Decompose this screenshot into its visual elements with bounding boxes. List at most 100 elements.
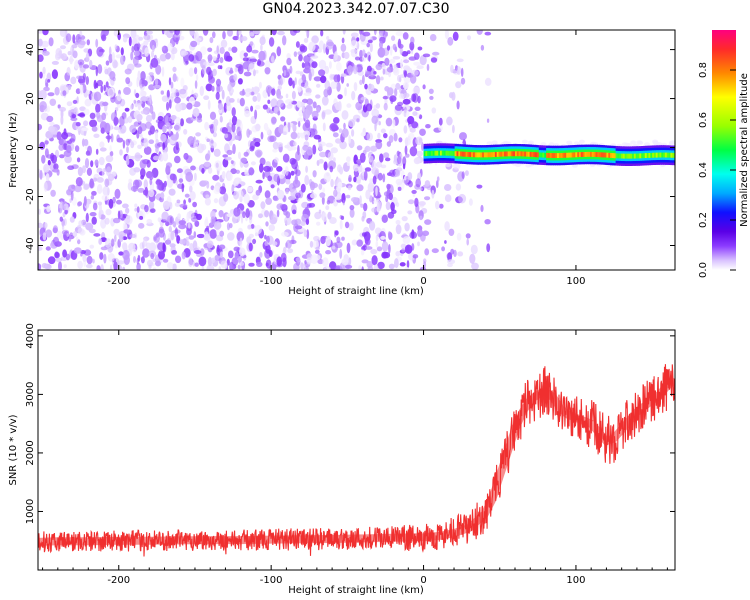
heatmap-noise-cell: [78, 220, 84, 227]
heatmap-noise-cell: [136, 257, 140, 265]
heatmap-noise-cell: [466, 238, 470, 246]
heatmap-noise-cell: [154, 78, 159, 86]
heatmap-noise-cell: [140, 168, 146, 178]
heatmap-noise-cell: [83, 108, 90, 116]
heatmap-signal-cell: [590, 151, 593, 157]
heatmap-noise-cell: [321, 196, 325, 205]
heatmap-signal-cell: [617, 153, 620, 159]
heatmap-noise-cell: [175, 92, 180, 97]
heatmap-signal-cell: [564, 152, 567, 158]
heatmap-noise-cell: [155, 179, 163, 186]
heatmap-noise-cell: [150, 208, 156, 214]
heatmap-noise-cell: [375, 140, 383, 150]
heatmap-noise-cell: [189, 30, 195, 37]
heatmap-noise-cell: [155, 139, 159, 144]
heatmap-noise-cell: [166, 177, 174, 188]
heatmap-noise-cell: [107, 173, 115, 182]
heatmap-noise-cell: [361, 259, 369, 264]
heatmap-noise-cell: [122, 203, 129, 209]
heatmap-noise-cell: [333, 117, 340, 124]
heatmap-noise-cell: [259, 36, 266, 46]
heatmap-noise-cell: [413, 157, 421, 165]
heatmap-noise-cell: [303, 130, 311, 138]
heatmap-noise-cell: [187, 136, 195, 146]
heatmap-noise-cell: [411, 229, 415, 239]
heatmap-noise-cell: [319, 192, 326, 198]
heatmap-noise-cell: [160, 191, 165, 199]
heatmap-noise-cell: [281, 231, 289, 237]
heatmap-halo-cell: [621, 142, 628, 147]
heatmap-noise-cell: [303, 55, 311, 63]
heatmap-noise-cell: [83, 257, 87, 268]
heatmap-noise-cell: [174, 155, 181, 164]
heatmap-noise-cell: [110, 238, 115, 247]
heatmap-noise-cell: [89, 119, 98, 128]
heatmap-noise-cell: [278, 124, 285, 134]
heatmap-noise-cell: [418, 137, 423, 144]
heatmap-noise-cell: [41, 40, 49, 48]
heatmap-signal-cell: [562, 152, 565, 158]
heatmap-signal-cell: [505, 151, 509, 157]
heatmap-noise-cell: [53, 163, 59, 171]
heatmap-signal-cell: [535, 152, 538, 158]
heatmap-noise-cell: [86, 39, 91, 46]
heatmap-noise-cell: [82, 72, 86, 81]
heatmap-noise-cell: [149, 94, 152, 104]
heatmap-noise-cell: [351, 129, 355, 137]
y-tick-label: -20: [25, 188, 36, 204]
heatmap-noise-cell: [144, 204, 149, 213]
heatmap-noise-cell: [162, 258, 169, 263]
heatmap-noise-cell: [306, 203, 312, 209]
heatmap-noise-cell: [426, 63, 430, 72]
x-tick-label: -200: [107, 276, 130, 287]
heatmap-noise-cell: [344, 221, 350, 229]
heatmap-signal-cell: [555, 153, 558, 158]
y-tick-label: -40: [25, 237, 36, 253]
heatmap-noise-cell: [148, 139, 155, 144]
heatmap-noise-cell: [379, 40, 383, 49]
heatmap-noise-cell: [142, 237, 148, 247]
heatmap-noise-cell: [194, 80, 198, 89]
heatmap-noise-cell: [194, 172, 197, 182]
heatmap-noise-cell: [279, 204, 288, 210]
heatmap-noise-cell: [455, 183, 462, 191]
heatmap-noise-cell: [382, 68, 386, 75]
heatmap-noise-cell: [285, 99, 293, 105]
heatmap-noise-cell: [435, 200, 440, 210]
heatmap-halo-cell: [686, 156, 692, 160]
heatmap-noise-cell: [227, 30, 233, 37]
heatmap-signal-cell: [639, 153, 642, 159]
heatmap-noise-cell: [42, 30, 49, 36]
heatmap-noise-cell: [44, 222, 48, 229]
heatmap-noise-cell: [174, 227, 178, 238]
heatmap-noise-cell: [202, 30, 209, 36]
heatmap-noise-cell: [104, 178, 110, 187]
heatmap-signal-cell: [452, 151, 456, 156]
heatmap-noise-cell: [283, 246, 287, 254]
heatmap-noise-cell: [222, 154, 228, 158]
heatmap-noise-cell: [303, 92, 312, 96]
heatmap-noise-cell: [298, 120, 301, 128]
heatmap-noise-cell: [101, 194, 109, 201]
heatmap-noise-cell: [326, 36, 330, 40]
heatmap-noise-cell: [403, 176, 407, 181]
heatmap-noise-cell: [93, 91, 102, 102]
heatmap-signal-cell: [447, 150, 450, 156]
heatmap-noise-cell: [411, 189, 417, 194]
heatmap-noise-cell: [149, 62, 153, 70]
heatmap-noise-cell: [146, 30, 154, 35]
heatmap-noise-cell: [408, 132, 415, 140]
heatmap-noise-cell: [305, 218, 310, 225]
heatmap-signal-cell: [670, 152, 673, 158]
heatmap-noise-cell: [276, 95, 284, 100]
heatmap-noise-cell: [168, 225, 172, 233]
heatmap-noise-cell: [339, 219, 343, 230]
heatmap-noise-cell: [299, 45, 308, 53]
heatmap-noise-cell: [393, 154, 397, 163]
heatmap-noise-cell: [222, 31, 226, 40]
heatmap-noise-cell: [306, 30, 310, 39]
heatmap-noise-cell: [397, 186, 402, 191]
heatmap-noise-cell: [367, 182, 375, 193]
heatmap-noise-cell: [367, 83, 375, 92]
heatmap-noise-cell: [402, 109, 410, 117]
